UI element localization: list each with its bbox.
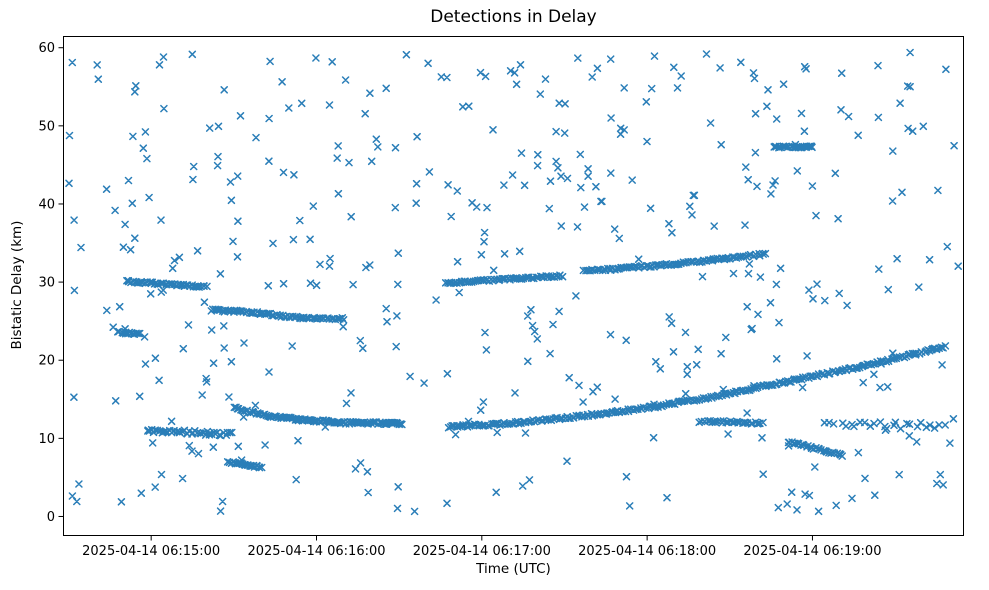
x-axis-label: Time (UTC)	[476, 561, 551, 577]
axes-spines	[63, 36, 964, 536]
y-tick-label: 0	[47, 510, 55, 525]
y-tick-label: 50	[38, 119, 55, 134]
x-tick-label: 2025-04-14 06:17:00	[413, 544, 551, 559]
y-tick-label: 40	[38, 197, 55, 212]
x-tick-label: 2025-04-14 06:19:00	[743, 544, 881, 559]
x-tick-label: 2025-04-14 06:16:00	[247, 544, 385, 559]
scatter-points	[65, 48, 962, 516]
chart-title: Detections in Delay	[430, 7, 597, 27]
y-tick-label: 10	[38, 432, 55, 447]
y-tick-label: 30	[38, 276, 55, 291]
x-tick-label: 2025-04-14 06:15:00	[82, 544, 220, 559]
x-tick-label: 2025-04-14 06:18:00	[578, 544, 716, 559]
y-tick-label: 60	[38, 41, 55, 56]
y-tick-label: 20	[38, 354, 55, 369]
